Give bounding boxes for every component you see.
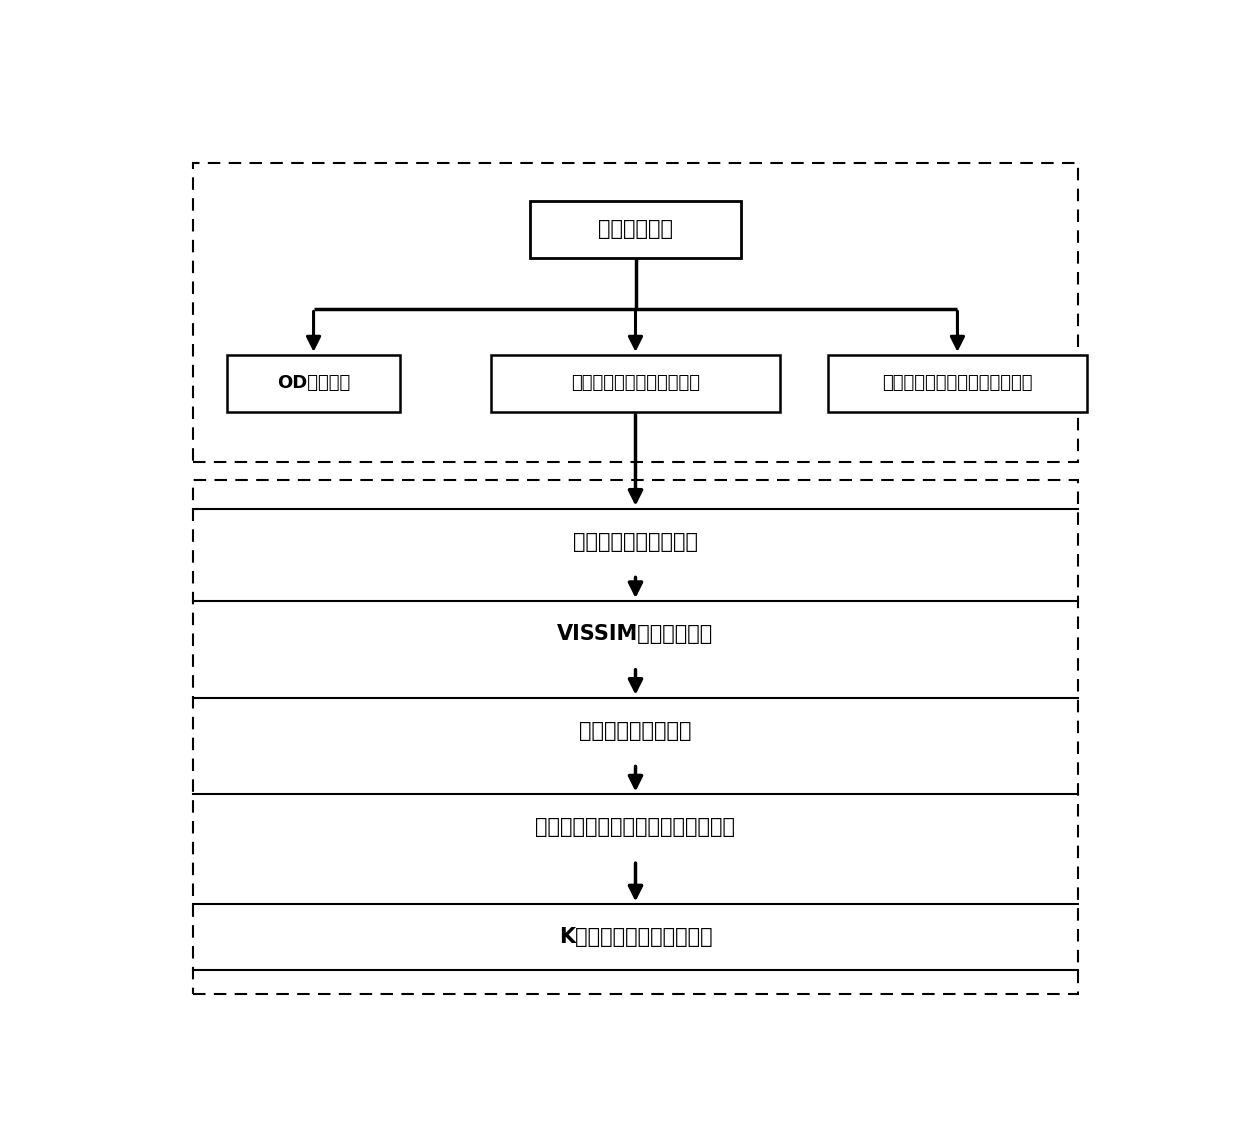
Bar [529,201,742,258]
Text: 考虑路网交通运行状态: 考虑路网交通运行状态 [573,531,698,552]
Bar [193,163,1078,463]
Text: 区域数据获取: 区域数据获取 [598,219,673,240]
Text: 汽车保有量及电动汽车占比: 汽车保有量及电动汽车占比 [570,375,701,392]
Bar [828,355,1087,412]
Text: OD出行数据: OD出行数据 [277,375,350,392]
Text: 初始电量和充电电量的分布规律: 初始电量和充电电量的分布规律 [882,375,1033,392]
Bar [491,355,780,412]
Bar [227,355,401,412]
Text: VISSIM动态交通分配: VISSIM动态交通分配 [557,624,714,644]
Text: K均值聚类确定充电站选址: K均值聚类确定充电站选址 [559,927,712,947]
Text: 根据充电站选址模型确定充电站数量: 根据充电站选址模型确定充电站数量 [536,818,735,837]
Text: 获取区域需求点分布: 获取区域需求点分布 [579,721,692,741]
Bar [193,480,1078,995]
